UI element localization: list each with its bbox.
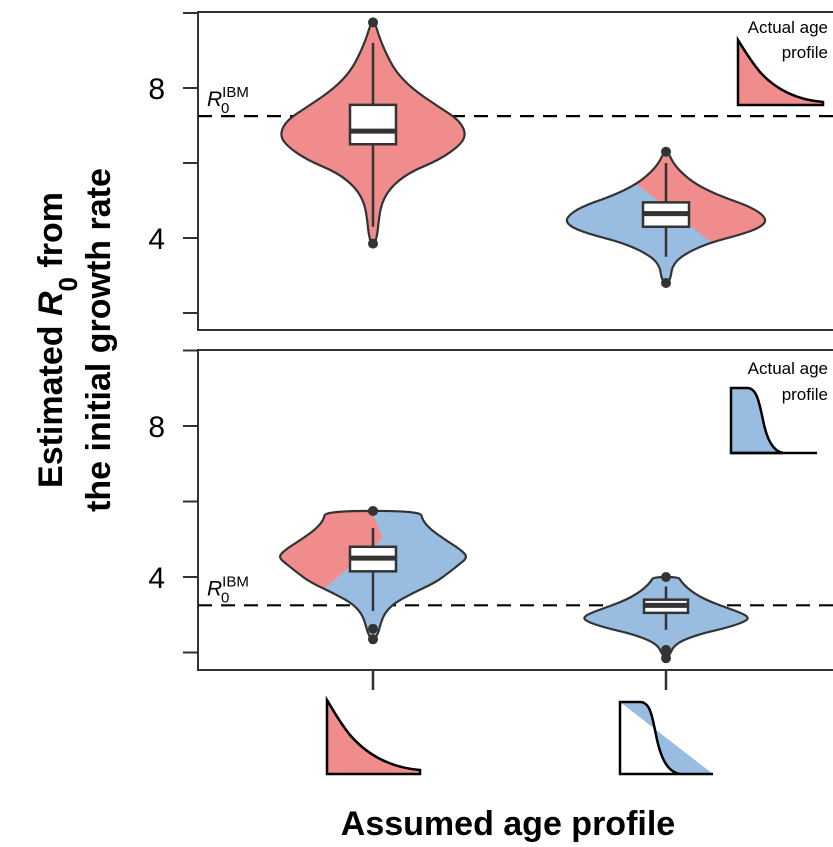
- y-axis-title-line1: Estimated R0 from: [32, 192, 83, 488]
- outlier-point: [368, 623, 378, 634]
- actual-profile-inset: Actual age profile: [736, 18, 828, 107]
- outlier-max: [661, 572, 671, 582]
- panel-bottom-frame: [197, 349, 833, 671]
- panel-top: 8 4 RIBM 0 Actual age profile: [148, 12, 833, 314]
- x-axis-title: Assumed age profile: [341, 805, 675, 843]
- actual-profile-label-line2: profile: [782, 385, 828, 404]
- violin-outline: [279, 509, 467, 641]
- outlier-max: [661, 146, 671, 157]
- y-axis-title-line2: the initial growth rate: [80, 168, 118, 512]
- outlier-min: [661, 653, 671, 664]
- x-category-icon-plateau: [618, 700, 713, 776]
- iqr-box: [348, 103, 398, 146]
- x-axis-ticks: [371, 670, 668, 690]
- x-category-icon-decreasing: [325, 695, 422, 776]
- y-tick-label: 4: [148, 223, 165, 256]
- y-tick-label: 4: [148, 562, 165, 595]
- violin-1: [565, 146, 767, 288]
- actual-profile-inset: Actual age profile: [729, 359, 828, 455]
- plateau-profile-icon: [729, 386, 784, 455]
- reference-label: RIBM 0: [207, 573, 249, 606]
- violin-0: [280, 17, 466, 249]
- panel-bottom: 8 4 RIBM 0 Actual age profile: [148, 349, 833, 664]
- outlier-min: [661, 278, 671, 288]
- actual-profile-label-line2: profile: [782, 43, 828, 62]
- panel-top-frame: [197, 11, 833, 331]
- violin-1: [583, 572, 749, 664]
- outlier-min: [368, 634, 378, 645]
- decreasing-profile-icon: [736, 35, 825, 107]
- outlier-min: [368, 238, 378, 249]
- reference-label: RIBM 0: [207, 84, 249, 117]
- outlier-max: [368, 505, 378, 516]
- y-tick-label: 8: [148, 411, 165, 444]
- actual-profile-label-line1: Actual age: [748, 18, 828, 37]
- violin-outline: [583, 575, 749, 660]
- outlier-point: [661, 644, 671, 655]
- outlier-max: [368, 17, 378, 28]
- actual-profile-label-line1: Actual age: [748, 359, 828, 378]
- y-tick-label: 8: [148, 73, 165, 106]
